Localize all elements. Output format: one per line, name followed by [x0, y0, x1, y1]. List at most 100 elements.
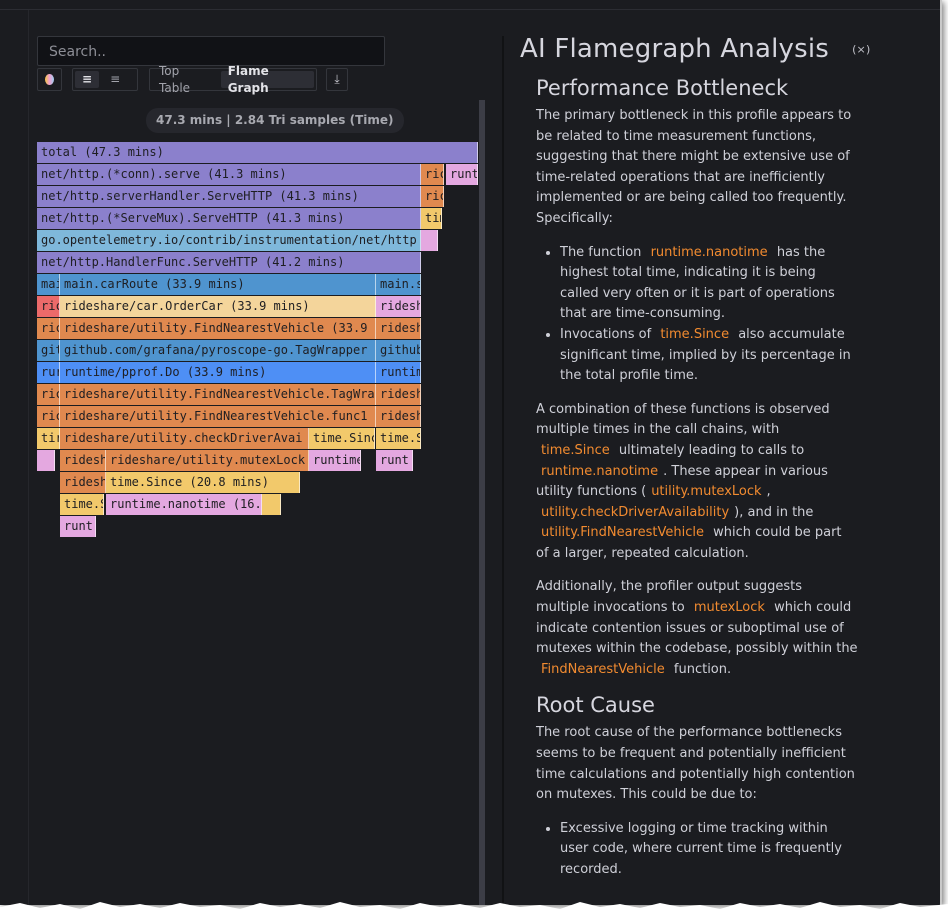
flame-frame[interactable]: runtim [376, 362, 421, 383]
align-right-button[interactable]: ≡ [103, 71, 127, 88]
flame-frame[interactable] [262, 494, 281, 515]
flame-frame[interactable]: rideshare/utility.FindNearestVehicle.Tag… [60, 384, 376, 405]
profile-summary: 47.3 mins | 2.84 Tri samples (Time) [146, 108, 404, 133]
align-left-button[interactable]: ≡ [75, 71, 100, 88]
flame-frame[interactable]: main.s [376, 274, 421, 295]
text: Additionally, the profiler output sugges… [536, 579, 803, 616]
flame-frame[interactable]: runt [376, 450, 413, 471]
flame-frame[interactable]: ridesh [376, 384, 421, 405]
flame-frame[interactable]: ridesh [376, 296, 421, 317]
code-snippet: mutexLock [693, 600, 765, 616]
code-snippet: time.Since [660, 326, 730, 342]
flame-frame[interactable]: ric [37, 384, 60, 405]
flame-frame[interactable]: runtime.nanotime (16. [106, 494, 262, 515]
flame-frame[interactable]: ridesh [376, 406, 421, 427]
flame-frame[interactable]: net/http.HandlerFunc.ServeHTTP (41.2 min… [37, 252, 421, 273]
section-heading: Performance Bottleneck [536, 76, 789, 100]
torn-edge [0, 902, 948, 918]
text: The function [560, 244, 642, 260]
list-item: Excessive logging or time tracking withi… [560, 819, 858, 881]
text: Invocations of [560, 326, 652, 342]
search-input[interactable] [47, 43, 388, 61]
color-scheme-button[interactable] [37, 68, 62, 91]
flame-frame[interactable]: github.com/grafana/pyroscope-go.TagWrapp… [60, 340, 376, 361]
paragraph: The primary bottleneck in this profile a… [536, 108, 852, 226]
code-snippet: time.Since [541, 442, 610, 458]
ai-analysis-panel: AI Flamegraph Analysis (×) Performance Bo… [520, 34, 930, 894]
flame-frame[interactable]: ridesh [376, 318, 421, 339]
flame-frame[interactable]: runtime [309, 450, 361, 471]
flame-frame[interactable]: rideshare/car.OrderCar (33.9 mins) [60, 296, 376, 317]
close-icon[interactable]: (×) [852, 42, 871, 56]
flame-frame[interactable]: net/http.(*ServeMux).ServeHTTP (41.3 min… [37, 208, 421, 229]
panel-divider[interactable] [502, 36, 504, 905]
search-field[interactable] [37, 36, 388, 66]
code-snippet: runtime.nanotime [541, 463, 659, 479]
flame-frame[interactable]: total (47.3 mins) [37, 142, 478, 163]
flame-frame[interactable]: ridesh [60, 450, 106, 471]
left-border [28, 10, 29, 905]
flame-frame[interactable]: net/http.(*conn).serve (41.3 mins) [37, 164, 421, 185]
flame-frame[interactable]: ric [37, 318, 60, 339]
text: which could indicate contention issues o… [536, 600, 858, 657]
text: also accumulate significant time, implie… [560, 326, 851, 384]
top-border [0, 9, 940, 10]
flame-frame[interactable]: git [37, 340, 60, 361]
text: . These appear in various utility functi… [536, 463, 828, 500]
flame-frame[interactable] [37, 450, 55, 471]
code-snippet: runtime.nanotime [650, 244, 768, 260]
list-item: The function runtime.nanotime has the hi… [560, 243, 858, 325]
flame-frame[interactable]: ridesh [60, 472, 106, 493]
tab-top-table[interactable]: Top Table [159, 63, 191, 95]
tab-flame-graph[interactable]: Flame Graph [220, 64, 314, 95]
section-heading: Root Cause [536, 693, 655, 718]
code-snippet: utility.checkDriverAvailability [541, 504, 730, 520]
flame-frame[interactable]: runtime/pprof.Do (33.9 mins) [60, 362, 376, 383]
flame-frame[interactable]: rideshare/utility.checkDriverAvai [60, 428, 309, 449]
color-circle-icon [45, 74, 54, 85]
flame-frame[interactable]: github [376, 340, 421, 361]
flame-frame[interactable] [421, 230, 438, 251]
flame-frame[interactable]: ric [37, 296, 60, 317]
analysis-content: Performance Bottleneck The primary bottl… [536, 76, 858, 881]
flame-frame[interactable]: ric [37, 406, 60, 427]
text: which could be part of a larger, repeate… [536, 525, 842, 561]
flame-frame[interactable]: time.S [376, 428, 421, 449]
flame-frame[interactable]: runt [60, 516, 96, 537]
text: ), and in the [734, 504, 814, 520]
flame-frame[interactable]: tir [37, 428, 60, 449]
flame-frame[interactable]: ric [421, 186, 444, 207]
flame-frame[interactable]: runt [446, 164, 478, 185]
flame-frame[interactable]: tim [421, 208, 442, 229]
text: A combination of these functions is obse… [536, 401, 830, 438]
bullet-list: Excessive logging or time tracking withi… [536, 819, 858, 881]
code-snippet: utility.mutexLock [651, 484, 762, 500]
flame-frame[interactable]: rideshare/utility.FindNearestVehicle.fun… [60, 406, 376, 427]
flame-frame[interactable]: rur [37, 362, 60, 383]
code-snippet: FindNearestVehicle [541, 661, 665, 677]
flame-frame[interactable]: mai [37, 274, 60, 295]
text: has the highest total time, indicating i… [560, 244, 835, 322]
flame-frame[interactable]: ric [421, 164, 444, 185]
flame-frame[interactable]: go.opentelemetry.io/contrib/instrumentat… [37, 230, 421, 251]
flame-frame[interactable]: time.Sinc [309, 428, 375, 449]
flame-frame[interactable]: net/http.serverHandler.ServeHTTP (41.3 m… [37, 186, 421, 207]
list-item: Invocations of time.Since also accumulat… [560, 325, 858, 387]
align-left-icon: ≡ [82, 72, 93, 86]
align-right-icon: ≡ [110, 72, 121, 86]
scrollbar[interactable] [479, 100, 485, 905]
code-snippet: utility.FindNearestVehicle [541, 525, 704, 541]
download-icon: ⤓ [334, 72, 340, 86]
flame-frame[interactable]: rideshare/utility.mutexLock [106, 450, 309, 471]
view-mode-toggle[interactable]: Top Table Flame Graph [149, 63, 317, 95]
flame-frame[interactable]: main.carRoute (33.9 mins) [60, 274, 376, 295]
flame-frame[interactable]: time.Since (20.8 mins) [106, 472, 300, 493]
text: ultimately leading to calls to [618, 442, 805, 458]
bullet-list: The function runtime.nanotime has the hi… [536, 243, 858, 387]
text: function. [673, 661, 732, 677]
text-align-toggle[interactable]: ≡ ≡ [72, 68, 138, 91]
app-window: ≡ ≡ Top Table Flame Graph ⤓ 47.3 mins | … [0, 0, 942, 905]
export-button[interactable]: ⤓ [326, 68, 348, 91]
flame-frame[interactable]: rideshare/utility.FindNearestVehicle (33… [60, 318, 376, 339]
flame-frame[interactable]: time.S [60, 494, 104, 515]
